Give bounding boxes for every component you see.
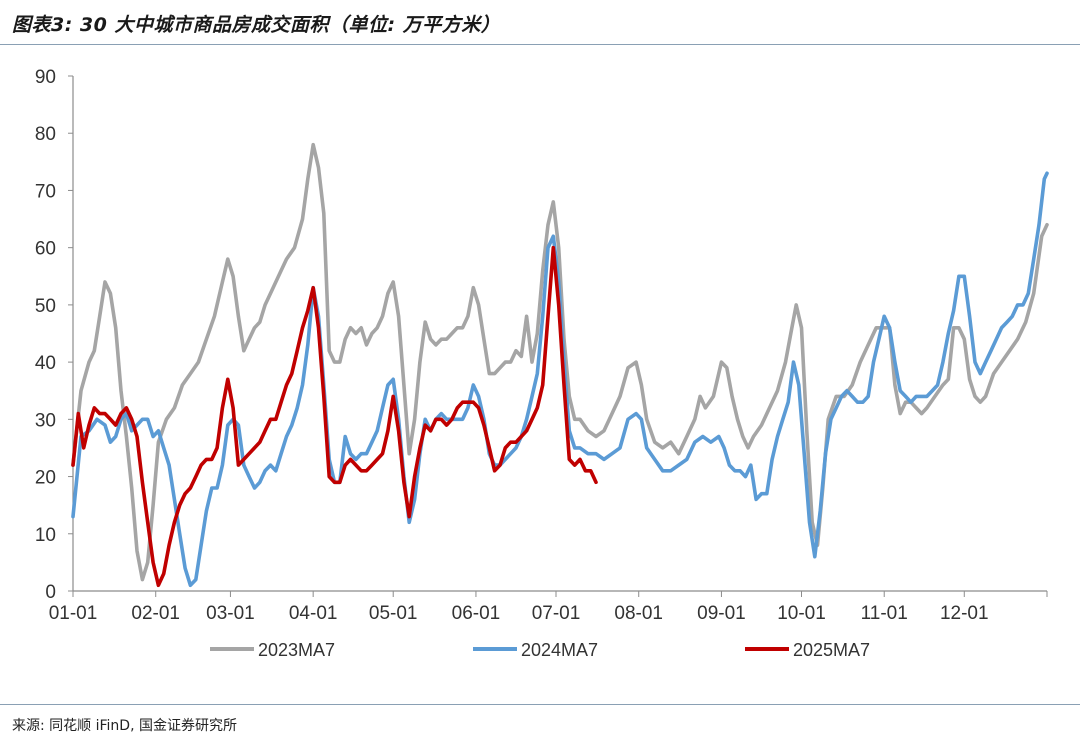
y-tick-label: 30 <box>35 410 56 431</box>
legend-label-2025MA7: 2025MA7 <box>793 640 870 660</box>
series-line-2024MA7 <box>71 171 1049 588</box>
series-line-2025MA7 <box>71 245 598 588</box>
x-tick-label: 09-01 <box>697 603 746 624</box>
x-tick-label: 05-01 <box>369 603 418 624</box>
legend-label-2023MA7: 2023MA7 <box>258 640 335 660</box>
x-tick-label: 07-01 <box>532 603 581 624</box>
source-note: 来源: 同花顺 iFinD, 国金证券研究所 <box>12 718 237 734</box>
x-tick-label: 08-01 <box>614 603 663 624</box>
chart-legend: 2023MA7 2024MA7 2025MA7 <box>210 640 870 660</box>
y-tick-label: 90 <box>35 67 56 88</box>
x-tick-label: 04-01 <box>289 603 338 624</box>
y-tick-label: 20 <box>35 468 56 489</box>
chart-series <box>71 142 1049 588</box>
x-tick-label: 12-01 <box>940 603 989 624</box>
chart-title: 图表3: 30 大中城市商品房成交面积（单位: 万平方米） <box>12 14 501 36</box>
x-tick-label: 06-01 <box>452 603 501 624</box>
y-tick-label: 50 <box>35 296 56 317</box>
y-tick-label: 80 <box>35 124 56 145</box>
x-tick-label: 10-01 <box>777 603 826 624</box>
x-tick-label: 02-01 <box>131 603 180 624</box>
x-tick-label: 01-01 <box>49 603 98 624</box>
y-tick-label: 10 <box>35 525 56 546</box>
chart-axes: 0 10 20 30 40 50 60 70 80 90 01-01 02-01 03-01 04-01 0… <box>35 67 1048 624</box>
legend-label-2024MA7: 2024MA7 <box>521 640 598 660</box>
y-tick-label: 0 <box>45 582 56 603</box>
y-tick-label: 70 <box>35 181 56 202</box>
y-tick-label: 60 <box>35 239 56 260</box>
header-divider <box>0 44 1080 45</box>
y-tick-label: 40 <box>35 353 56 374</box>
line-chart: 0 10 20 30 40 50 60 70 80 90 01-01 02-01 03-01 04-01 0… <box>35 67 1049 660</box>
series-line-2023MA7 <box>71 142 1049 582</box>
x-tick-label: 03-01 <box>206 603 255 624</box>
footer-divider <box>0 704 1080 705</box>
x-tick-label: 11-01 <box>861 603 908 624</box>
